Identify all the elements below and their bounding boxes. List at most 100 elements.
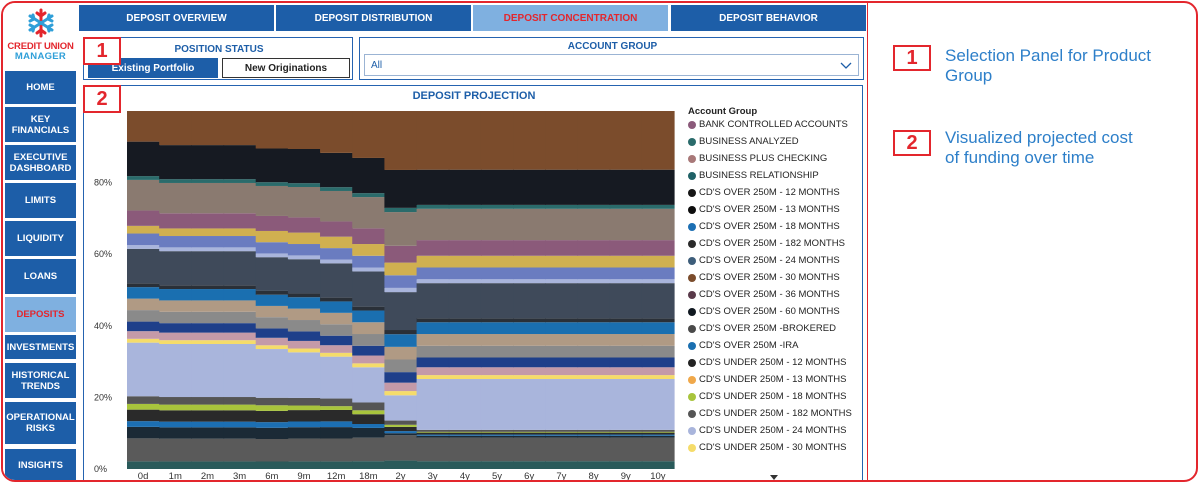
legend-item[interactable]: CD'S UNDER 250M - 12 MONTHS	[688, 357, 847, 368]
legend-item[interactable]: BUSINESS RELATIONSHIP	[688, 170, 819, 181]
area-segment	[127, 421, 160, 427]
area-segment	[513, 431, 546, 433]
legend-scroll-down-icon[interactable]	[770, 475, 778, 481]
sidebar-item-historical-trends[interactable]: HISTORICAL TRENDS	[5, 363, 76, 398]
area-segment	[641, 437, 675, 462]
tab-deposit-distribution[interactable]: DEPOSIT DISTRIBUTION	[276, 5, 471, 31]
area-segment	[159, 236, 192, 248]
sidebar-item-limits[interactable]: LIMITS	[5, 183, 76, 218]
area-segment	[384, 330, 418, 335]
sidebar-item-liquidity[interactable]: LIQUIDITY	[5, 221, 76, 256]
area-segment	[352, 427, 386, 438]
area-segment	[255, 148, 289, 183]
sidebar-item-executive-dashboard[interactable]: EXECUTIVE DASHBOARD	[5, 145, 76, 180]
legend-item[interactable]: CD'S UNDER 250M - 24 MONTHS	[688, 425, 847, 436]
legend-item[interactable]: CD'S OVER 250M - 24 MONTHS	[688, 255, 840, 266]
area-segment	[191, 213, 225, 229]
area-segment	[641, 255, 675, 268]
area-segment	[352, 363, 386, 368]
area-segment	[287, 421, 321, 428]
area-segment	[352, 461, 386, 469]
sidebar-item-investments[interactable]: INVESTMENTS	[5, 335, 76, 359]
area-segment	[416, 322, 450, 335]
x-tick-label: 18m	[359, 471, 378, 482]
legend-item[interactable]: BUSINESS ANALYZED	[688, 136, 799, 147]
area-segment	[480, 429, 514, 432]
legend-label: CD'S OVER 250M - 60 MONTHS	[699, 306, 840, 317]
sidebar-item-home[interactable]: HOME	[5, 71, 76, 104]
legend-item[interactable]: CD'S OVER 250M - 30 MONTHS	[688, 272, 840, 283]
legend-item[interactable]: CD'S OVER 250M -BROKERED	[688, 323, 836, 334]
area-segment	[191, 340, 225, 344]
annotation-badge-1: 1	[893, 45, 931, 71]
area-segment	[159, 421, 192, 428]
area-segment	[448, 111, 482, 170]
area-segment	[352, 424, 386, 428]
area-segment	[255, 111, 289, 149]
area-segment	[480, 255, 514, 268]
legend-item[interactable]: CD'S OVER 250M - 18 MONTHS	[688, 221, 840, 232]
area-segment	[513, 379, 546, 430]
sidebar-item-operational-risks[interactable]: OPERATIONAL RISKS	[5, 402, 76, 444]
tab-deposit-behavior[interactable]: DEPOSIT BEHAVIOR	[671, 5, 866, 31]
area-segment	[191, 332, 225, 341]
area-segment	[416, 283, 450, 319]
legend-item[interactable]: BUSINESS PLUS CHECKING	[688, 153, 827, 164]
new-originations-button[interactable]: New Originations	[222, 58, 350, 78]
area-segment	[384, 346, 418, 360]
area-segment	[480, 240, 514, 256]
area-segment	[416, 208, 450, 241]
legend-label: CD'S UNDER 250M - 12 MONTHS	[699, 357, 847, 368]
x-tick-label: 2m	[201, 471, 214, 482]
sidebar-item-key-financials[interactable]: KEY FINANCIALS	[5, 107, 76, 142]
area-segment	[223, 300, 257, 312]
area-segment	[641, 434, 675, 436]
area-segment	[320, 324, 353, 336]
area-segment	[320, 263, 353, 298]
area-segment	[255, 253, 289, 258]
legend-item[interactable]: CD'S UNDER 250M - 182 MONTHS	[688, 408, 852, 419]
area-segment	[545, 111, 579, 170]
legend-item[interactable]: CD'S UNDER 250M - 18 MONTHS	[688, 391, 847, 402]
area-segment	[287, 410, 321, 422]
area-segment	[320, 438, 353, 462]
area-segment	[223, 340, 257, 344]
area-segment	[223, 438, 257, 462]
legend-item[interactable]: CD'S OVER 250M -IRA	[688, 340, 798, 351]
legend-item[interactable]: CD'S OVER 250M - 182 MONTHS	[688, 238, 845, 249]
area-segment	[416, 111, 450, 170]
legend-item[interactable]: BANK CONTROLLED ACCOUNTS	[688, 119, 848, 130]
sidebar-item-deposits[interactable]: DEPOSITS	[5, 297, 76, 332]
area-segment	[416, 334, 450, 346]
area-segment	[641, 461, 675, 469]
area-segment	[609, 431, 643, 433]
legend-label: CD'S OVER 250M - 12 MONTHS	[699, 187, 840, 198]
area-segment	[127, 233, 160, 246]
area-segment	[448, 429, 482, 432]
area-segment	[320, 421, 353, 428]
area-segment	[191, 397, 225, 405]
tab-deposit-overview[interactable]: DEPOSIT OVERVIEW	[79, 5, 274, 31]
area-segment	[577, 279, 611, 284]
area-segment	[127, 176, 160, 180]
legend-dot-icon	[688, 409, 696, 418]
area-segment	[416, 432, 450, 435]
area-segment	[641, 208, 675, 241]
legend-item[interactable]: CD'S OVER 250M - 13 MONTHS	[688, 204, 840, 215]
legend-item[interactable]: CD'S OVER 250M - 12 MONTHS	[688, 187, 840, 198]
legend-label: CD'S OVER 250M - 13 MONTHS	[699, 204, 840, 215]
area-segment	[448, 334, 482, 346]
legend-item[interactable]: CD'S OVER 250M - 60 MONTHS	[688, 306, 840, 317]
sidebar-item-insights[interactable]: INSIGHTS	[5, 449, 76, 480]
area-segment	[577, 432, 611, 435]
account-group-dropdown[interactable]: All	[364, 54, 859, 76]
area-segment	[127, 298, 160, 311]
legend-item[interactable]: CD'S OVER 250M - 36 MONTHS	[688, 289, 840, 300]
legend-item[interactable]: CD'S UNDER 250M - 30 MONTHS	[688, 442, 847, 453]
legend-item[interactable]: CD'S UNDER 250M - 13 MONTHS	[688, 374, 847, 385]
sidebar-item-loans[interactable]: LOANS	[5, 259, 76, 294]
area-segment	[320, 312, 353, 325]
area-segment	[641, 283, 675, 319]
tab-deposit-concentration[interactable]: DEPOSIT CONCENTRATION	[473, 5, 668, 31]
area-segment	[480, 279, 514, 284]
